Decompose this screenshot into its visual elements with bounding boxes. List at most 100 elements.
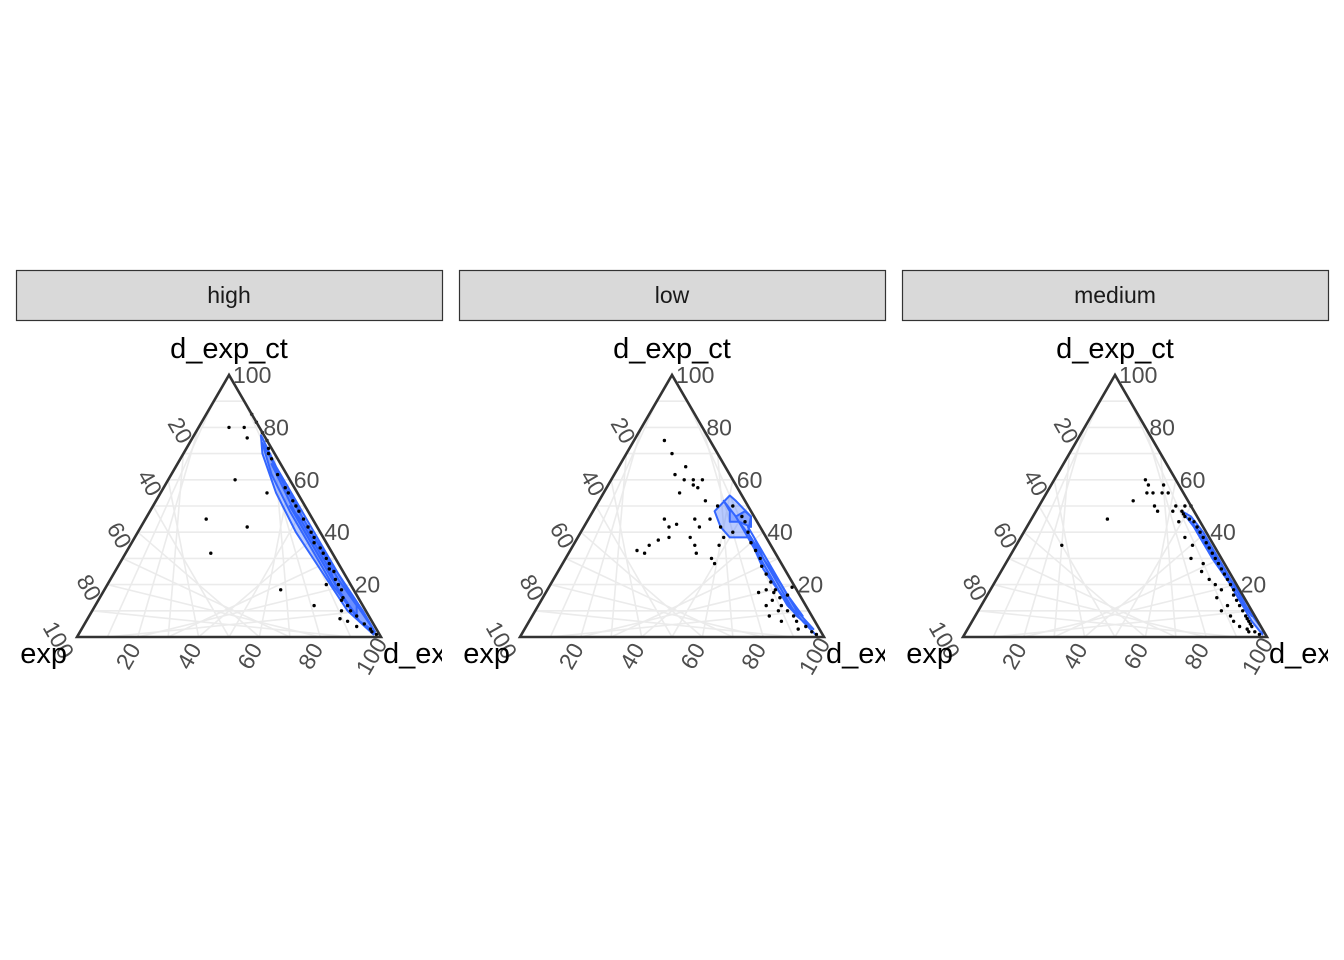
data-point [1174, 504, 1178, 508]
data-point [1207, 546, 1211, 550]
data-point [764, 603, 768, 608]
data-point [245, 525, 249, 529]
data-point [703, 499, 708, 503]
tick-label-right-edge: 60 [294, 467, 320, 493]
data-point [1204, 541, 1208, 545]
tick-label-right-edge: 20 [355, 572, 381, 598]
data-point [242, 425, 246, 430]
grid-line [993, 610, 1252, 638]
data-point [283, 486, 287, 490]
density-contour [261, 442, 376, 633]
data-point [266, 451, 271, 456]
axis-title-top: d_exp_ct [613, 333, 731, 365]
data-point [286, 491, 290, 495]
data-point [743, 520, 747, 524]
data-point [227, 425, 231, 430]
data-point [1192, 520, 1196, 524]
data-point [770, 598, 774, 602]
data-point [336, 582, 341, 587]
axis-title-right: d_exp [1269, 638, 1344, 670]
data-point [697, 525, 702, 529]
data-point [362, 622, 366, 626]
data-point [1257, 632, 1262, 637]
data-point [345, 603, 350, 608]
data-point [1228, 614, 1233, 618]
data-point [1146, 483, 1151, 487]
data-point [684, 465, 688, 469]
data-point [674, 522, 679, 526]
data-point [1213, 556, 1218, 561]
axis-title-top: d_exp_ct [170, 333, 288, 365]
data-point [749, 541, 753, 545]
grid-line [107, 583, 321, 638]
data-point [312, 541, 316, 545]
grid-line [137, 583, 351, 638]
data-point [306, 525, 310, 529]
data-point [691, 478, 695, 482]
data-point [1151, 491, 1155, 495]
data-point [1155, 509, 1160, 513]
data-point [694, 551, 698, 555]
data-point [1183, 514, 1187, 519]
grid-line [122, 557, 291, 638]
data-point [291, 499, 295, 503]
data-point [275, 472, 280, 477]
data-point [339, 588, 344, 592]
data-point [1143, 478, 1148, 482]
facet-strip-label: low [655, 282, 690, 308]
data-point [370, 630, 374, 634]
data-point [764, 588, 768, 592]
data-point [312, 535, 316, 540]
data-point [1216, 561, 1221, 566]
grid-lines [978, 400, 1252, 638]
grid-line [641, 531, 764, 638]
density-contour [288, 505, 337, 586]
data-point [1201, 535, 1205, 540]
data-point [355, 614, 359, 618]
axis-title-left: exp [906, 638, 953, 670]
data-point [324, 556, 328, 561]
data-point [1177, 520, 1181, 524]
data-point [1189, 556, 1193, 561]
data-point [1198, 530, 1202, 534]
ternary-frame [517, 372, 827, 639]
ternary-frame [74, 372, 384, 639]
data-point [804, 624, 808, 629]
data-point [785, 609, 790, 613]
data-point [294, 504, 298, 508]
data-point [715, 504, 720, 508]
data-point [1131, 499, 1135, 503]
grid-line [107, 610, 366, 638]
data-point [662, 438, 667, 443]
data-point [245, 436, 249, 440]
data-point [758, 556, 762, 561]
data-point [1105, 517, 1110, 521]
density-contour [734, 510, 752, 528]
data-point [279, 588, 283, 592]
data-point [266, 446, 271, 451]
data-point [333, 577, 338, 582]
data-point [1245, 617, 1249, 621]
grid-line [550, 583, 764, 638]
data-point [1060, 543, 1064, 547]
data-point [209, 551, 213, 555]
tick-label-right-edge: 100 [233, 362, 271, 388]
data-point [667, 535, 671, 540]
data-point [708, 517, 712, 521]
data-point [1237, 624, 1242, 629]
tick-label-right-edge: 100 [676, 362, 714, 388]
tick-label-right-edge: 40 [767, 519, 793, 545]
data-point [1180, 509, 1184, 513]
data-point [345, 619, 350, 623]
grid-line [92, 610, 351, 638]
density-contour [722, 499, 815, 631]
tick-label-right-edge: 80 [706, 414, 732, 440]
data-point [1219, 609, 1224, 613]
data-point [691, 483, 695, 487]
axis-title-left: exp [20, 638, 67, 670]
data-point [332, 569, 336, 574]
axis-title-top: d_exp_ct [1056, 333, 1174, 365]
data-point [1183, 504, 1187, 508]
data-point [709, 556, 714, 561]
